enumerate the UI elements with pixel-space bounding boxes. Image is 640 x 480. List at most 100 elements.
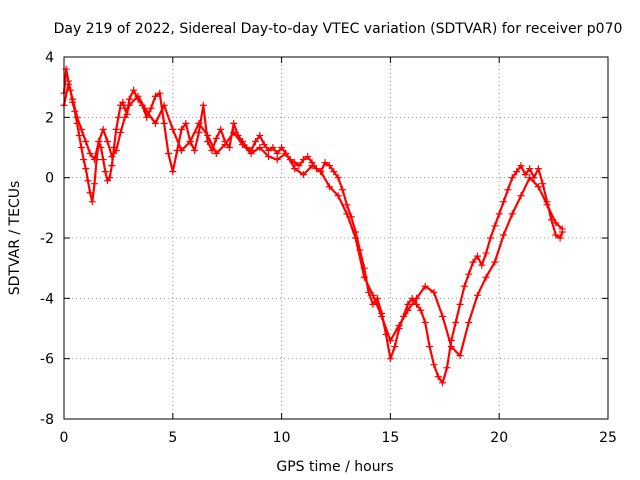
data-point-marker bbox=[221, 140, 229, 148]
data-point-marker bbox=[265, 153, 273, 161]
data-point-marker bbox=[225, 144, 233, 151]
data-point-marker bbox=[251, 137, 259, 145]
series-group bbox=[60, 65, 566, 387]
data-point-marker bbox=[212, 150, 220, 158]
data-point-marker bbox=[260, 140, 268, 148]
data-point-marker bbox=[439, 312, 447, 320]
data-point-marker bbox=[295, 162, 303, 170]
data-point-marker bbox=[539, 180, 547, 188]
data-point-marker bbox=[534, 183, 542, 191]
data-point-marker bbox=[299, 156, 307, 164]
x-axis-label: GPS time / hours bbox=[276, 459, 393, 475]
data-point-marker bbox=[82, 165, 90, 173]
data-point-marker bbox=[178, 125, 186, 133]
data-point-marker bbox=[465, 270, 473, 278]
data-point-marker bbox=[321, 159, 329, 167]
data-point-marker bbox=[86, 189, 94, 197]
data-point-marker bbox=[273, 150, 281, 158]
data-point-marker bbox=[238, 140, 246, 148]
y-tick-labels: 4 2 0 -2 -4 -6 -8 bbox=[40, 50, 54, 428]
data-point-marker bbox=[108, 162, 116, 170]
data-point-marker bbox=[217, 125, 225, 133]
data-point-marker bbox=[395, 321, 403, 329]
data-point-marker bbox=[447, 343, 455, 351]
data-point-marker bbox=[84, 177, 92, 185]
data-point-marker bbox=[386, 355, 394, 363]
data-point-marker bbox=[478, 261, 486, 269]
data-point-marker bbox=[434, 373, 442, 381]
data-point-marker bbox=[369, 291, 377, 299]
y-tick-label: 4 bbox=[45, 50, 54, 66]
y-axis-label: SDTVAR / TECUs bbox=[7, 181, 23, 296]
data-point-marker bbox=[308, 162, 316, 170]
data-point-marker bbox=[352, 234, 360, 242]
data-point-marker bbox=[104, 137, 112, 145]
data-point-marker bbox=[325, 183, 333, 191]
data-point-marker bbox=[164, 150, 172, 158]
x-tick-label: 15 bbox=[381, 430, 399, 446]
data-point-marker bbox=[482, 273, 490, 281]
y-tick-label: 0 bbox=[45, 171, 54, 187]
data-point-marker bbox=[69, 95, 77, 103]
data-point-marker bbox=[256, 144, 264, 151]
data-point-marker bbox=[460, 282, 468, 290]
chart-title: Day 219 of 2022, Sidereal Day-to-day VTE… bbox=[54, 21, 623, 37]
data-point-marker bbox=[482, 249, 490, 257]
data-point-marker bbox=[230, 119, 238, 127]
data-point-marker bbox=[204, 131, 212, 139]
data-point-marker bbox=[73, 113, 81, 121]
data-point-marker bbox=[90, 156, 98, 164]
data-point-marker bbox=[334, 174, 342, 182]
data-point-marker bbox=[106, 174, 114, 182]
data-point-marker bbox=[160, 119, 168, 127]
data-point-marker bbox=[95, 137, 103, 145]
data-point-marker bbox=[199, 101, 207, 109]
data-point-marker bbox=[500, 198, 508, 206]
data-point-marker bbox=[469, 258, 477, 266]
data-point-marker bbox=[552, 231, 560, 239]
data-point-marker bbox=[77, 125, 85, 133]
data-point-marker bbox=[465, 318, 473, 326]
data-point-marker bbox=[426, 343, 434, 351]
data-point-marker bbox=[269, 144, 277, 151]
data-point-marker bbox=[230, 128, 238, 136]
data-point-marker bbox=[212, 134, 220, 142]
axis-ticks bbox=[63, 56, 609, 420]
data-point-marker bbox=[391, 343, 399, 351]
y-tick-label: -2 bbox=[40, 231, 54, 247]
data-point-marker bbox=[517, 162, 525, 170]
data-point-marker bbox=[282, 150, 290, 158]
data-point-marker bbox=[421, 318, 429, 326]
data-point-marker bbox=[265, 147, 273, 155]
series-line-1 bbox=[62, 83, 564, 357]
data-point-marker bbox=[513, 168, 521, 176]
data-point-marker bbox=[299, 171, 307, 179]
data-point-marker bbox=[114, 113, 122, 121]
x-tick-label: 25 bbox=[599, 430, 617, 446]
data-point-marker bbox=[99, 125, 107, 133]
data-point-marker bbox=[534, 165, 542, 173]
data-point-marker bbox=[125, 101, 133, 109]
series-line-0 bbox=[62, 68, 564, 384]
data-point-marker bbox=[526, 165, 534, 173]
x-tick-label: 5 bbox=[168, 430, 177, 446]
data-point-marker bbox=[456, 352, 464, 360]
data-point-marker bbox=[278, 144, 286, 151]
data-point-marker bbox=[97, 144, 105, 151]
data-point-marker bbox=[125, 95, 133, 103]
data-point-marker bbox=[491, 222, 499, 230]
data-point-marker bbox=[317, 168, 325, 176]
y-tick-label: 2 bbox=[45, 110, 54, 126]
data-point-marker bbox=[543, 201, 551, 209]
data-point-marker bbox=[413, 294, 421, 302]
data-point-marker bbox=[134, 92, 142, 100]
data-point-marker bbox=[130, 86, 138, 94]
data-point-marker bbox=[495, 210, 503, 218]
data-point-marker bbox=[99, 156, 107, 164]
data-point-marker bbox=[112, 147, 120, 155]
data-point-marker bbox=[101, 168, 109, 176]
data-point-marker bbox=[108, 153, 116, 161]
data-point-marker bbox=[151, 92, 159, 100]
data-point-marker bbox=[473, 291, 481, 299]
